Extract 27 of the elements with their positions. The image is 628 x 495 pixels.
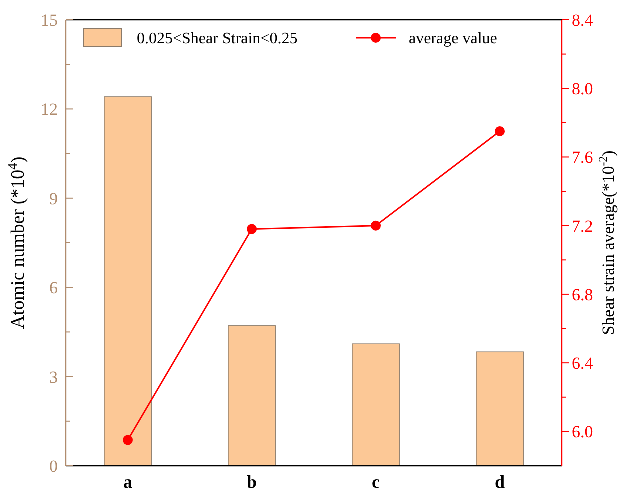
- y-tick-label: 0: [50, 456, 58, 476]
- point: [123, 435, 133, 446]
- bar: [104, 96, 152, 466]
- y-tick-label: 9: [50, 189, 58, 208]
- x-tick-label: d: [494, 472, 506, 492]
- y2-tick-label: 6.8: [572, 285, 594, 304]
- x-tick-label: b: [246, 472, 258, 492]
- y-tick-label: 3: [50, 368, 58, 387]
- point: [247, 224, 257, 234]
- bar: [352, 344, 400, 466]
- legend-label: 0.025<Shear Strain<0.25: [137, 30, 298, 48]
- y-tick-label: 6: [50, 278, 58, 298]
- bar: [228, 326, 276, 466]
- point: [495, 126, 505, 136]
- y-tick-label: 15: [41, 10, 58, 30]
- y-tick-label: 12: [41, 100, 58, 120]
- bar: [476, 352, 524, 466]
- point: [371, 220, 381, 231]
- y2-tick-label: 8.4: [572, 10, 594, 30]
- y2-tick-label: 6.4: [572, 354, 594, 374]
- legend-label: average value: [409, 30, 498, 48]
- y2-tick-label: 6.0: [572, 422, 594, 442]
- y2-tick-label: 7.2: [572, 216, 594, 236]
- y2-tick-label: 7.6: [572, 148, 594, 168]
- x-tick-label: c: [372, 472, 380, 492]
- x-tick-label: a: [124, 472, 132, 492]
- y2-tick-label: 8.0: [572, 80, 594, 99]
